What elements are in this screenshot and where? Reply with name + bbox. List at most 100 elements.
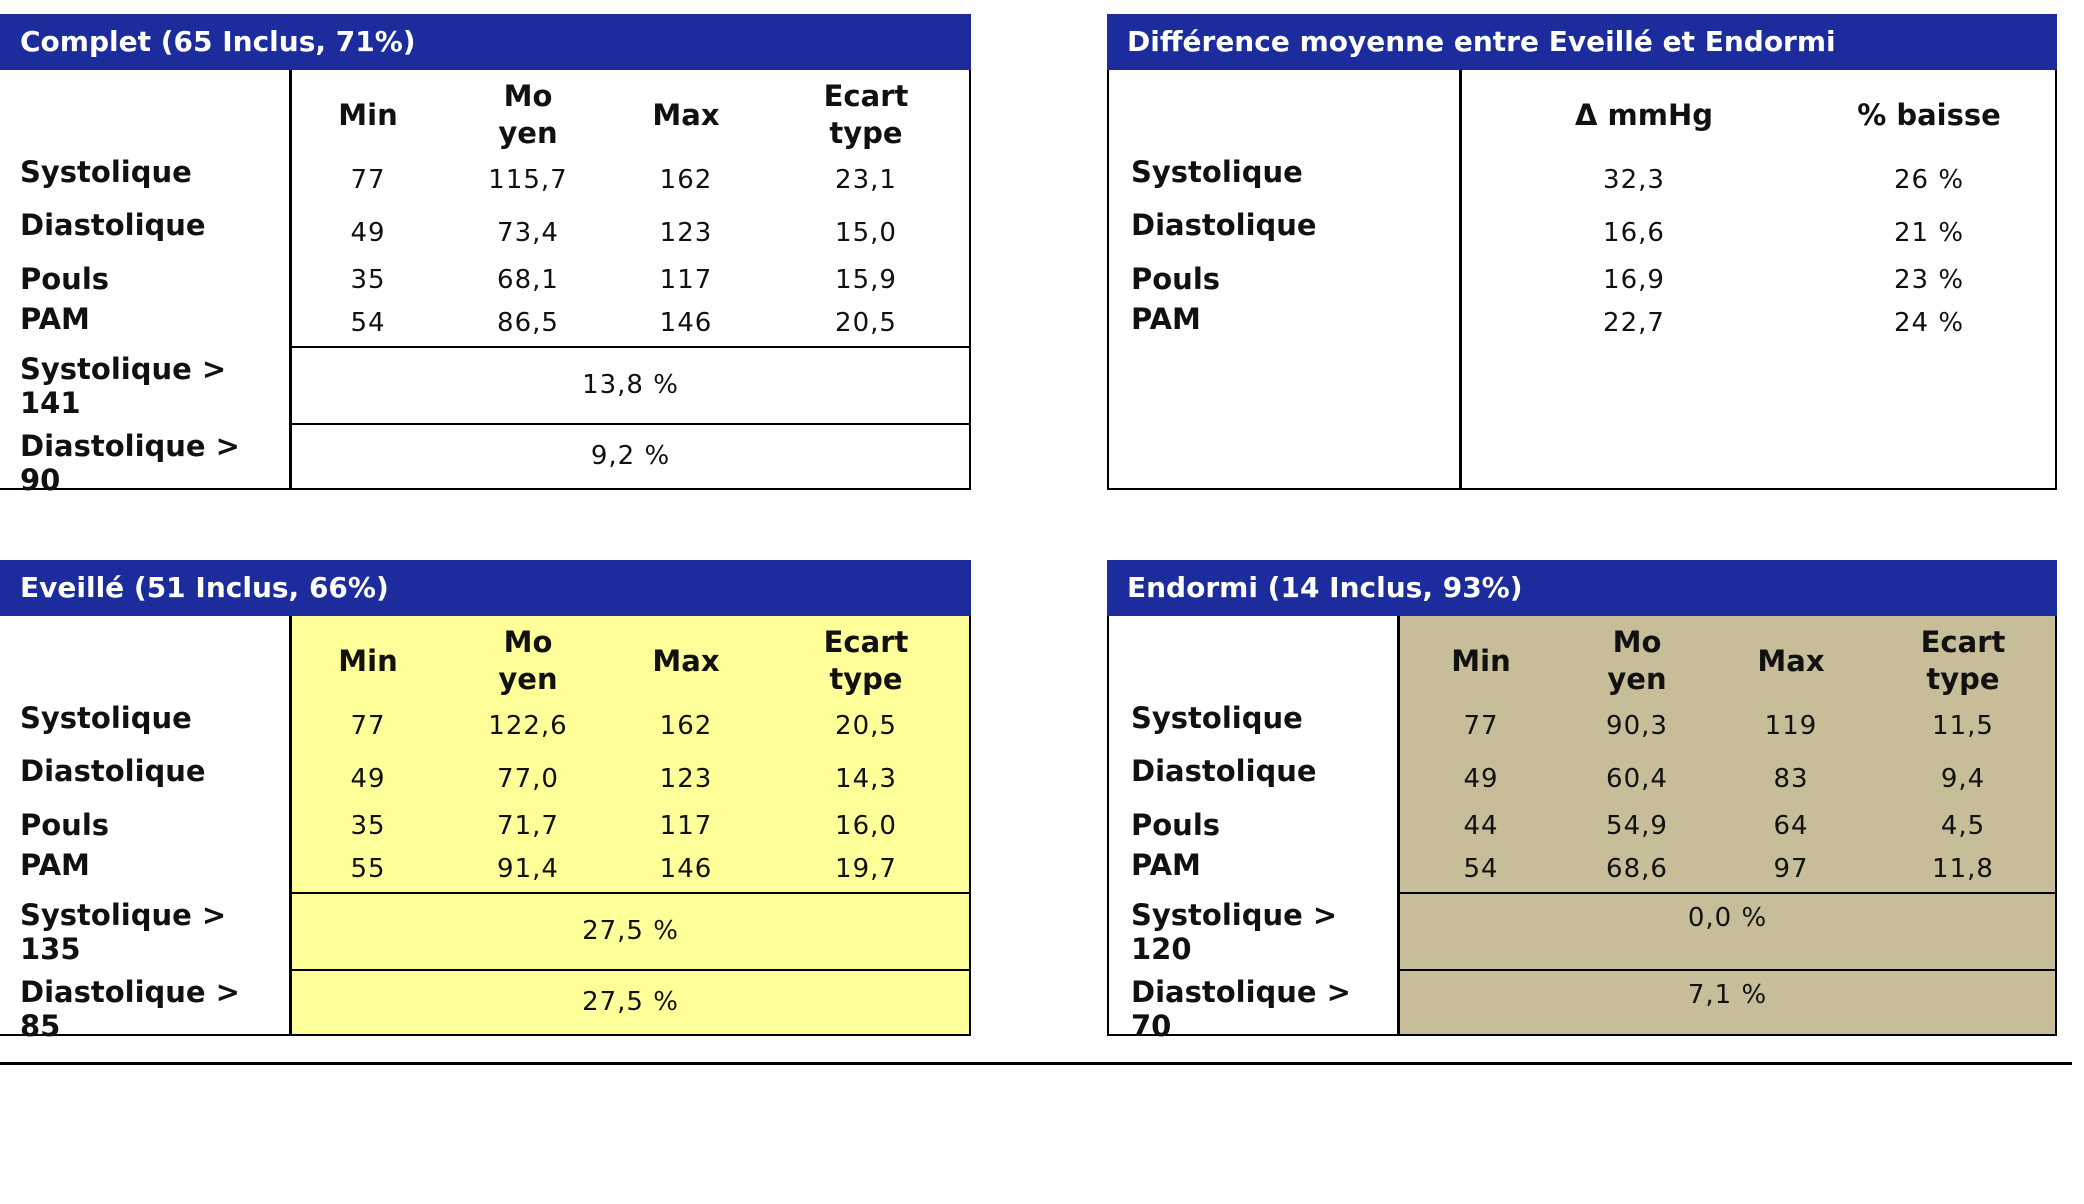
cell-pam-ecart: 19,7 — [835, 854, 897, 884]
cell-pam-moyen: 86,5 — [497, 308, 559, 338]
cell-diastolique-max: 83 — [1773, 764, 1809, 794]
panel-complet: Complet (65 Inclus, 71%) Min Moyen Max E… — [0, 14, 971, 497]
cell-systolique-max: 162 — [659, 165, 713, 195]
row-label-pouls: Pouls — [1131, 808, 1221, 842]
cell-systolique-ecart: 23,1 — [835, 165, 897, 195]
cell-systolique-min: 77 — [1463, 711, 1499, 741]
threshold-value-systolique: 13,8 % — [582, 370, 679, 400]
row-label-pam: PAM — [1131, 302, 1201, 336]
cell-diastolique-min: 49 — [350, 764, 386, 794]
cell-diastolique-delta: 16,6 — [1603, 218, 1665, 248]
column-header-ecart-type: Ecart type — [823, 79, 909, 150]
cell-systolique-ecart: 20,5 — [835, 711, 897, 741]
threshold-value-diastolique: 7,1 % — [1687, 980, 1768, 1010]
panel-title: Différence moyenne entre Eveillé et Endo… — [1107, 14, 2057, 70]
cell-pam-max: 146 — [659, 308, 713, 338]
cell-diastolique-ecart: 9,4 — [1940, 764, 1986, 794]
threshold-label-systolique: Systolique > 141 — [20, 352, 227, 420]
row-label-pouls: Pouls — [20, 808, 110, 842]
cell-pam-max: 146 — [659, 854, 713, 884]
cell-pouls-moyen: 68,1 — [497, 265, 559, 295]
row-label-systolique: Systolique — [1131, 155, 1303, 189]
cell-pouls-max: 117 — [659, 265, 713, 295]
threshold-label-diastolique: Diastolique > 70 — [1131, 975, 1351, 1043]
cell-diastolique-moyen: 77,0 — [497, 764, 559, 794]
cell-diastolique-ecart: 15,0 — [835, 218, 897, 248]
row-label-pam: PAM — [20, 848, 90, 882]
column-header-min: Min — [338, 644, 398, 678]
cell-pam-max: 97 — [1773, 854, 1809, 884]
row-label-diastolique: Diastolique — [1131, 754, 1317, 788]
column-divider — [289, 70, 292, 488]
threshold-label-diastolique: Diastolique > 90 — [20, 429, 240, 497]
cell-pam-ecart: 11,8 — [1932, 854, 1994, 884]
row-divider — [289, 892, 969, 894]
column-header-max: Max — [1757, 644, 1825, 678]
panel-body: Min Moyen Max Ecart type Systolique Dias… — [1107, 616, 2057, 1043]
cell-pouls-ecart: 15,9 — [835, 265, 897, 295]
column-header-moyen: Moyen — [1607, 625, 1667, 696]
column-header-min: Min — [338, 98, 398, 132]
column-divider — [1397, 616, 1400, 1034]
bottom-divider — [0, 1062, 2072, 1065]
panel-eveille: Eveillé (51 Inclus, 66%) Min Moyen Max E… — [0, 560, 971, 1043]
highlight-area — [1400, 616, 2055, 1034]
row-label-pouls: Pouls — [1131, 262, 1221, 296]
cell-pouls-min: 44 — [1463, 811, 1499, 841]
cell-pouls-max: 64 — [1773, 811, 1809, 841]
cell-diastolique-ecart: 14,3 — [835, 764, 897, 794]
cell-diastolique-max: 123 — [659, 218, 713, 248]
highlight-area — [292, 616, 969, 1034]
cell-systolique-moyen: 115,7 — [488, 165, 568, 195]
cell-diastolique-min: 49 — [1463, 764, 1499, 794]
cell-pam-min: 54 — [350, 308, 386, 338]
cell-pouls-baisse: 23 % — [1893, 265, 1965, 295]
row-label-systolique: Systolique — [20, 701, 192, 735]
panel-body: Min Moyen Max Ecart type Systolique Dias… — [0, 616, 971, 1043]
cell-pam-ecart: 20,5 — [835, 308, 897, 338]
cell-systolique-baisse: 26 % — [1893, 165, 1965, 195]
cell-pouls-moyen: 71,7 — [497, 811, 559, 841]
cell-pam-min: 54 — [1463, 854, 1499, 884]
row-label-pam: PAM — [1131, 848, 1201, 882]
row-label-systolique: Systolique — [20, 155, 192, 189]
cell-systolique-moyen: 122,6 — [488, 711, 568, 741]
cell-diastolique-moyen: 60,4 — [1606, 764, 1668, 794]
cell-pouls-ecart: 16,0 — [835, 811, 897, 841]
cell-diastolique-min: 49 — [350, 218, 386, 248]
row-label-pouls: Pouls — [20, 262, 110, 296]
column-header-min: Min — [1451, 644, 1511, 678]
column-divider — [1459, 70, 1462, 488]
cell-pam-min: 55 — [350, 854, 386, 884]
cell-diastolique-max: 123 — [659, 764, 713, 794]
cell-pam-moyen: 68,6 — [1606, 854, 1668, 884]
row-divider — [1397, 892, 2055, 894]
row-divider — [289, 346, 969, 348]
cell-pouls-delta: 16,9 — [1603, 265, 1665, 295]
threshold-label-diastolique: Diastolique > 85 — [20, 975, 240, 1043]
panel-difference: Différence moyenne entre Eveillé et Endo… — [1107, 14, 2057, 490]
cell-systolique-ecart: 11,5 — [1932, 711, 1994, 741]
row-label-diastolique: Diastolique — [1131, 208, 1317, 242]
cell-diastolique-moyen: 73,4 — [497, 218, 559, 248]
cell-pouls-moyen: 54,9 — [1606, 811, 1668, 841]
threshold-value-diastolique: 27,5 % — [582, 987, 679, 1017]
cell-systolique-min: 77 — [350, 165, 386, 195]
cell-systolique-min: 77 — [350, 711, 386, 741]
panel-title: Endormi (14 Inclus, 93%) — [1107, 560, 2057, 616]
cell-systolique-moyen: 90,3 — [1606, 711, 1668, 741]
threshold-value-diastolique: 9,2 % — [590, 441, 671, 471]
cell-pouls-max: 117 — [659, 811, 713, 841]
cell-pam-baisse: 24 % — [1893, 308, 1965, 338]
row-divider — [1397, 969, 2055, 971]
column-header-max: Max — [652, 644, 720, 678]
row-label-diastolique: Diastolique — [20, 208, 206, 242]
column-header-max: Max — [652, 98, 720, 132]
threshold-value-systolique: 27,5 % — [582, 916, 679, 946]
threshold-label-systolique: Systolique > 135 — [20, 898, 227, 966]
row-label-systolique: Systolique — [1131, 701, 1303, 735]
cell-pouls-ecart: 4,5 — [1940, 811, 1986, 841]
panel-title: Complet (65 Inclus, 71%) — [0, 14, 971, 70]
threshold-value-systolique: 0,0 % — [1687, 903, 1768, 933]
panel-title: Eveillé (51 Inclus, 66%) — [0, 560, 971, 616]
